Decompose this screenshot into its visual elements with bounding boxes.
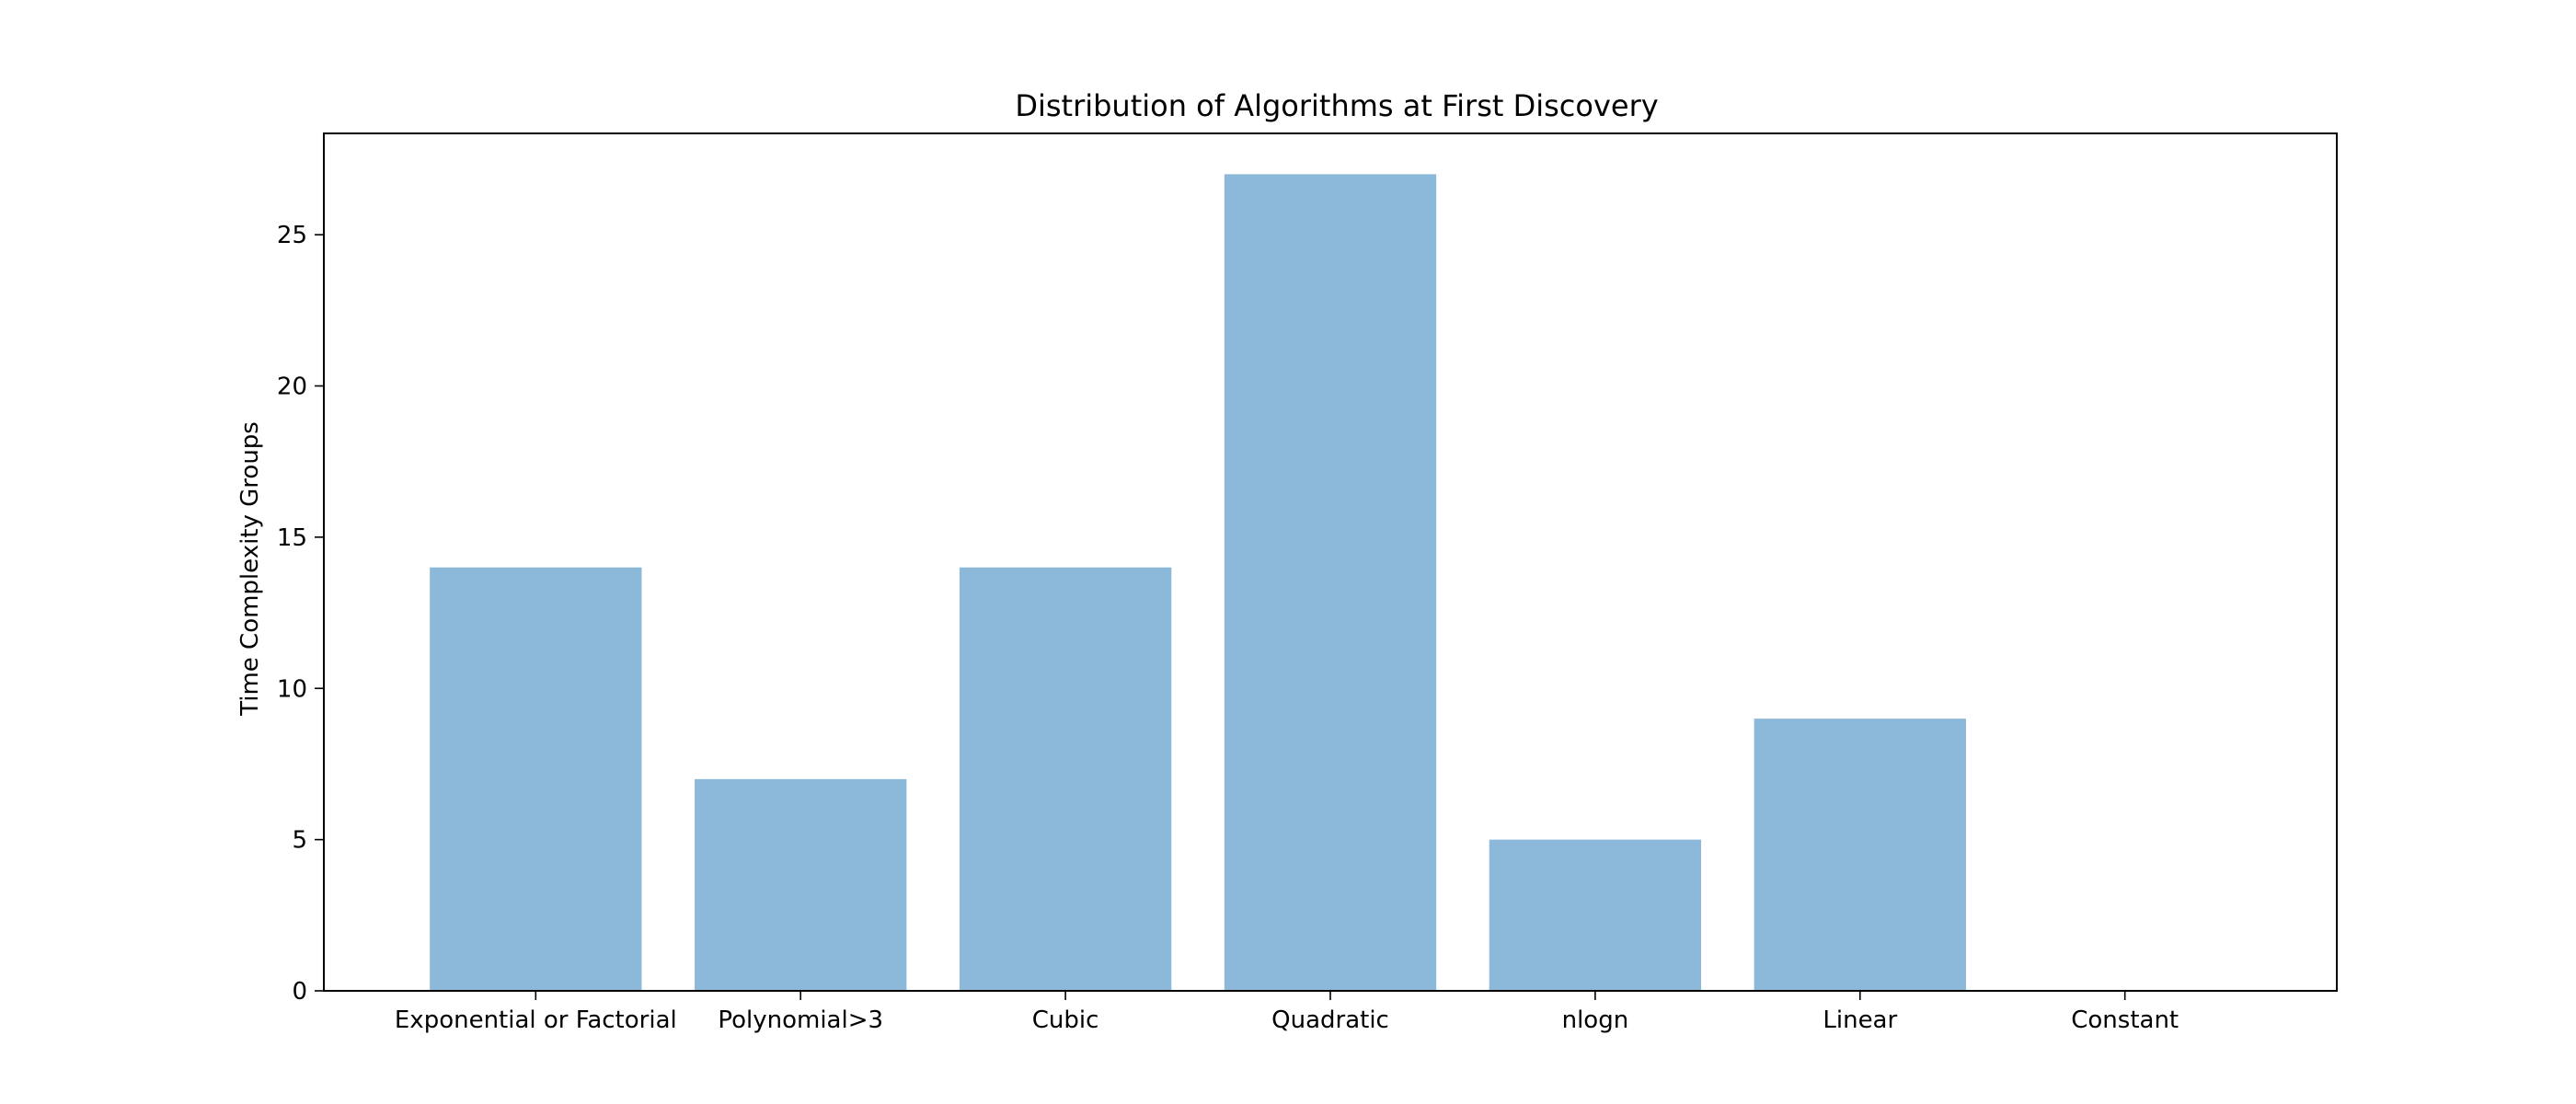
y-tick-label: 15: [277, 524, 307, 552]
y-tick-label: 25: [277, 222, 307, 249]
bar-4: [1489, 839, 1702, 991]
x-tick-label: nlogn: [1562, 1006, 1629, 1034]
y-axis-label: Time Complexity Groups: [236, 421, 264, 717]
x-tick-label: Cubic: [1032, 1006, 1099, 1034]
y-tick-label: 10: [277, 675, 307, 703]
x-tick-label: Polynomial>3: [718, 1006, 883, 1034]
x-tick-label: Exponential or Factorial: [395, 1006, 677, 1034]
x-tick-label: Constant: [2071, 1006, 2179, 1034]
y-tick-label: 0: [292, 978, 307, 1006]
y-tick-label: 5: [292, 827, 307, 855]
chart-title: Distribution of Algorithms at First Disc…: [1015, 88, 1658, 123]
x-tick-label: Linear: [1823, 1006, 1897, 1034]
bar-5: [1754, 719, 1966, 991]
bar-2: [959, 567, 1172, 991]
bar-1: [695, 778, 907, 991]
bars-layer: [430, 174, 1966, 991]
y-axis: 0 5 10 15 20 25: [277, 222, 324, 1006]
plot-area-frame: [323, 132, 2338, 992]
y-tick-label: 20: [277, 374, 307, 401]
bar-0: [430, 567, 642, 991]
x-axis: Exponential or Factorial Polynomial>3 Cubi…: [395, 991, 2179, 1034]
x-tick-label: Quadratic: [1271, 1006, 1389, 1034]
bar-3: [1224, 174, 1437, 991]
